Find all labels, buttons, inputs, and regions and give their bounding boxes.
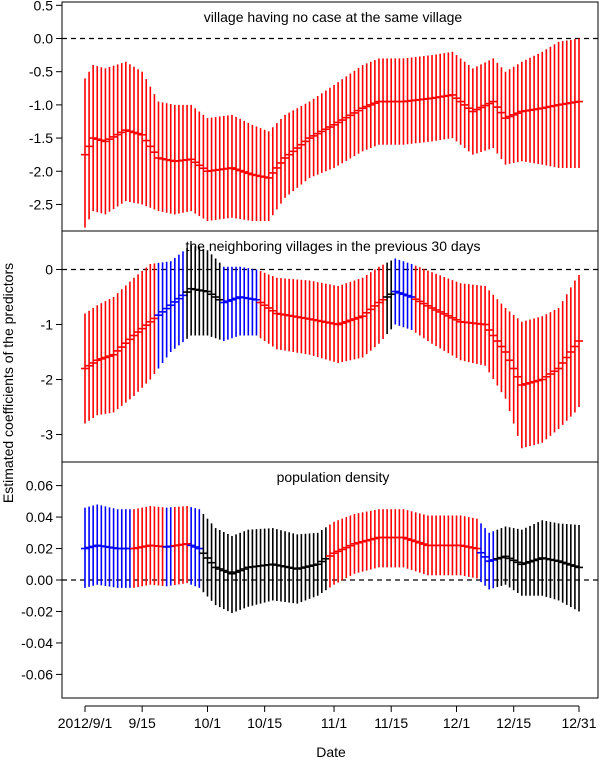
y-axis-label: Estimated coefficients of the predictors — [0, 263, 16, 503]
y-tick-label: -3 — [41, 427, 54, 443]
panel-title: population density — [277, 469, 390, 485]
x-tick-label: 11/1 — [321, 715, 347, 731]
x-tick-label: 11/15 — [374, 715, 408, 731]
panel-3: population density 0.06 0.04 0.02 0.00 -0.02 -… — [21, 461, 599, 699]
y-tick-label: -2 — [41, 372, 54, 388]
x-tick-label: 2012/9/1 — [58, 715, 113, 731]
x-tick-label: 10/15 — [247, 715, 282, 731]
x-tick-label: 10/1 — [194, 715, 221, 731]
y-tick-label: -0.5 — [29, 64, 53, 80]
y-tick-label: 0.04 — [26, 509, 53, 525]
y-tick-label: 0.00 — [26, 572, 53, 588]
panel-2: the neighboring villages in the previous… — [41, 230, 599, 463]
x-tick-label: 12/15 — [496, 715, 531, 731]
y-tick-label: -0.04 — [21, 635, 53, 651]
x-tick-label: 12/1 — [443, 715, 470, 731]
y-tick-label: -1.0 — [29, 97, 53, 113]
y-tick-label: -2.5 — [29, 196, 53, 212]
y-tick-label: 0 — [45, 262, 53, 278]
y-tick-label: 0.0 — [34, 31, 54, 47]
panel-1: village having no case at the same villa… — [29, 0, 599, 232]
y-tick-label: -0.02 — [21, 603, 53, 619]
x-tick-label: 9/15 — [129, 715, 156, 731]
panel-title: the neighboring villages in the previous… — [186, 238, 481, 254]
y-tick-label: -2.0 — [29, 163, 53, 179]
panel-title: village having no case at the same villa… — [204, 9, 463, 25]
y-tick-label: -0.06 — [21, 666, 53, 682]
y-tick-label: -1.5 — [29, 130, 53, 146]
x-axis-label: Date — [316, 744, 346, 760]
y-tick-label: 0.06 — [26, 478, 53, 494]
y-tick-label: 0.02 — [26, 541, 53, 557]
x-tick-label: 12/31 — [561, 715, 596, 731]
y-tick-label: 0.5 — [34, 0, 54, 13]
x-axis: 2012/9/1 9/15 10/1 10/15 11/1 11/15 12/1 12/15 1… — [58, 705, 597, 731]
y-tick-label: -1 — [41, 317, 54, 333]
